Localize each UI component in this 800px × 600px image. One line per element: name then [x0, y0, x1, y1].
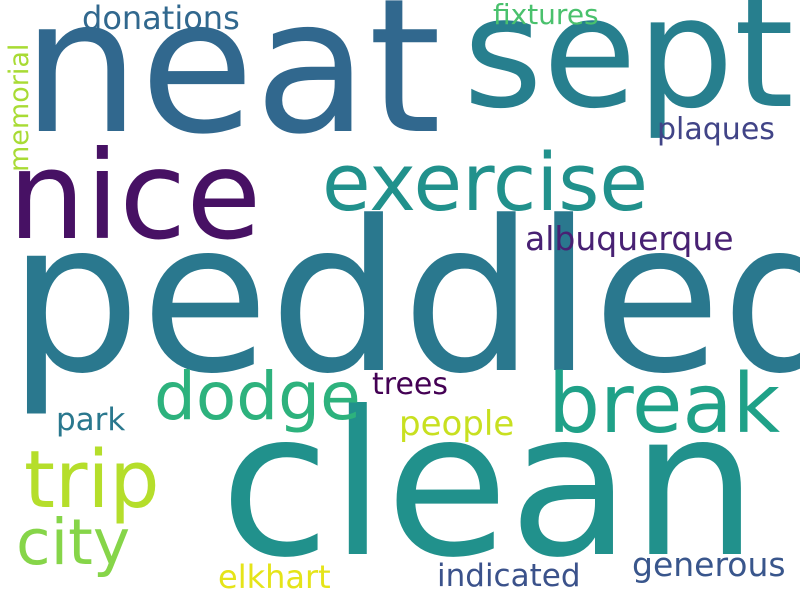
word-memorial: memorial: [4, 43, 35, 172]
word-donations: donations: [82, 0, 240, 37]
word-trees: trees: [372, 367, 448, 402]
word-sept: sept: [463, 0, 794, 143]
word-trip: trip: [24, 434, 160, 526]
word-break: break: [548, 357, 781, 452]
word-nice: nice: [8, 125, 262, 267]
word-plaques: plaques: [657, 112, 775, 147]
word-park: park: [56, 402, 126, 438]
word-generous: generous: [632, 545, 786, 584]
word-dodge: dodge: [154, 358, 361, 435]
word-indicated: indicated: [437, 558, 581, 594]
word-fixtures: fixtures: [493, 0, 599, 31]
word-people: people: [399, 404, 515, 444]
word-albuquerque: albuquerque: [525, 219, 734, 258]
word-exercise: exercise: [322, 137, 649, 229]
word-neat: neat: [22, 0, 442, 175]
word-peddled: peddled: [8, 177, 800, 420]
word-elkhart: elkhart: [218, 558, 331, 596]
word-clean: clean: [220, 369, 758, 600]
word-city: city: [16, 506, 131, 579]
